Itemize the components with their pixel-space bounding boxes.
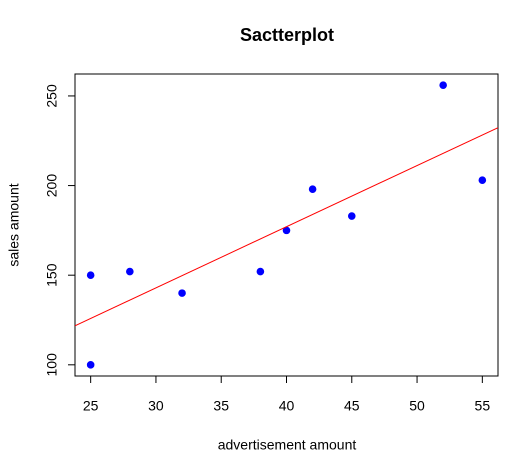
point [178, 289, 186, 297]
y-axis-label: sales amount [6, 183, 22, 266]
point [256, 267, 265, 276]
point [439, 81, 447, 89]
x-tick-label: 25 [83, 398, 99, 414]
plot-frame [74, 73, 499, 377]
y-tick-label: 100 [44, 353, 60, 377]
point [347, 212, 356, 220]
point [126, 267, 134, 276]
point [86, 271, 95, 279]
regression-line [75, 127, 498, 327]
chart-title: Sactterplot [240, 25, 334, 45]
x-tick-label: 30 [148, 398, 164, 414]
y-tick-label: 200 [44, 174, 60, 198]
y-tick-label: 250 [44, 84, 60, 108]
point [478, 176, 487, 184]
x-tick-label: 35 [213, 398, 229, 414]
x-tick-label: 50 [409, 398, 425, 414]
x-axis-label: advertisement amount [218, 437, 357, 453]
x-tick-label: 45 [344, 398, 360, 414]
point [86, 361, 95, 369]
y-tick-label: 150 [44, 263, 60, 287]
x-tick-label: 40 [279, 398, 295, 414]
point [308, 185, 317, 193]
x-tick-label: 55 [475, 398, 491, 414]
